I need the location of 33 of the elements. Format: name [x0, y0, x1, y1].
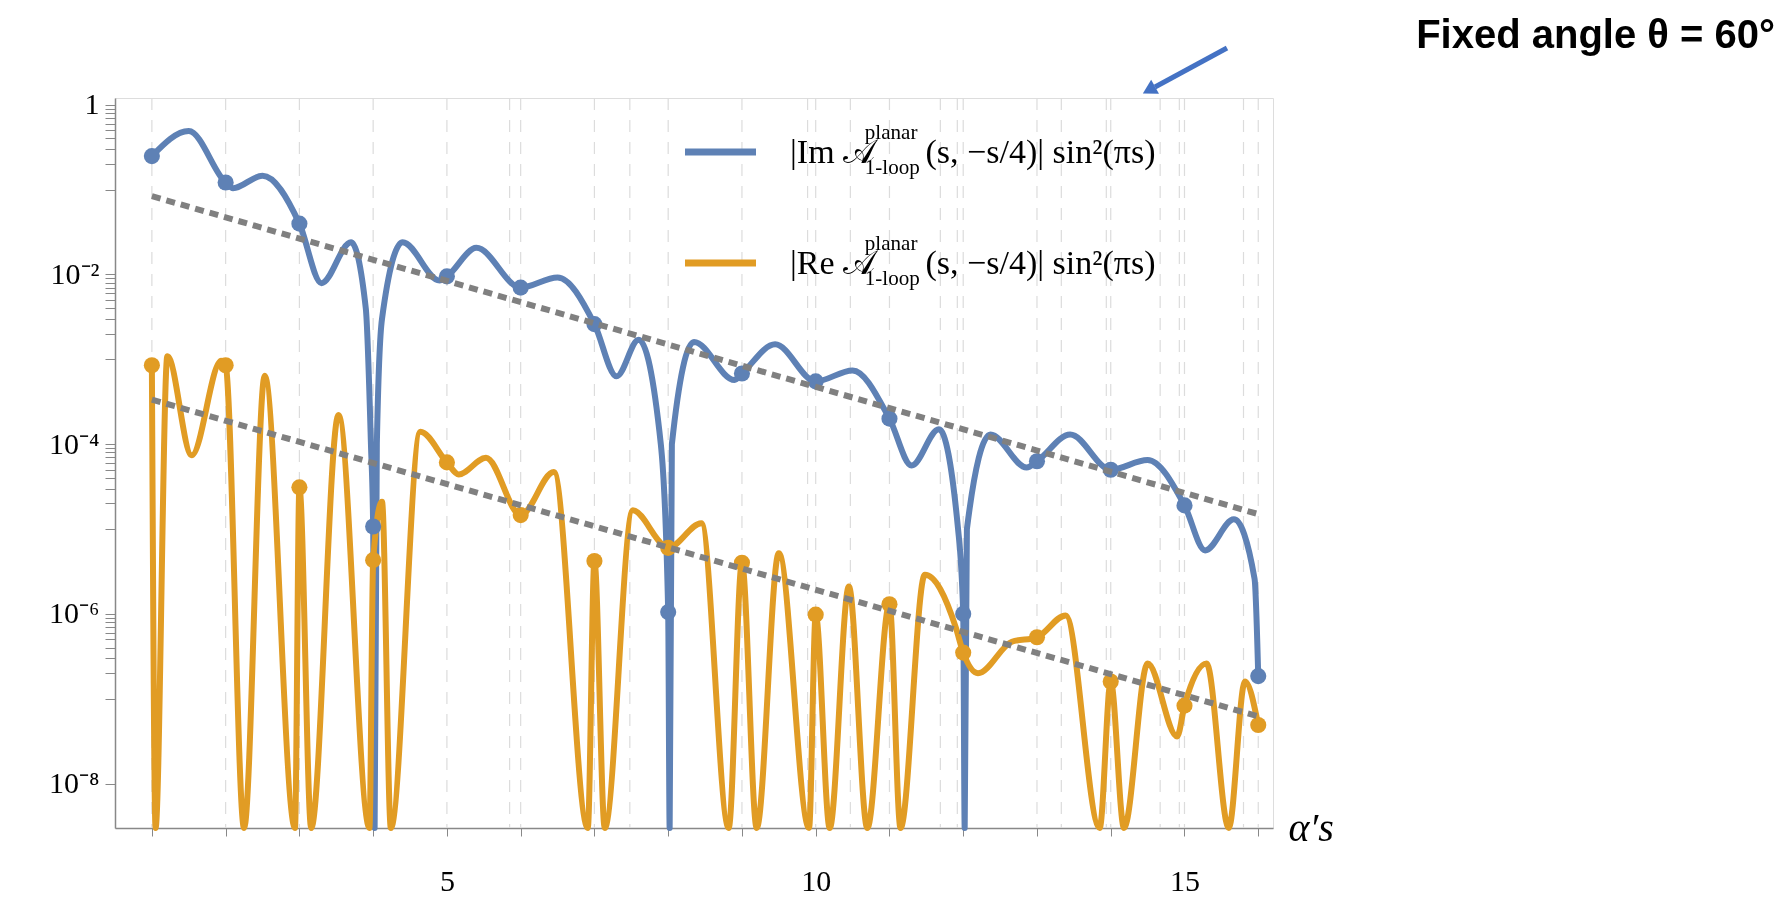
- point: [512, 279, 529, 296]
- x-axis-title: α′s: [1288, 804, 1334, 850]
- point: [365, 518, 382, 535]
- y-tick-label: 10⁻⁸: [49, 766, 100, 800]
- point: [1028, 629, 1046, 646]
- y-tick-label: 10⁻²: [50, 256, 100, 290]
- x-tick-label: 5: [439, 863, 455, 897]
- point: [1176, 697, 1193, 714]
- point: [955, 605, 972, 622]
- point: [881, 410, 898, 427]
- point: [365, 552, 382, 569]
- point: [291, 215, 308, 232]
- point: [1028, 453, 1046, 470]
- text: Fixed angle θ = 60°: [1416, 12, 1775, 56]
- point: [1250, 717, 1267, 734]
- y-tick-label: 1: [84, 87, 100, 121]
- point: [512, 507, 529, 524]
- point: [1250, 668, 1267, 685]
- x-tick-label: 15: [1169, 863, 1200, 897]
- y-tick-label: 10⁻⁴: [49, 426, 100, 460]
- point: [438, 454, 455, 471]
- point: [143, 148, 160, 165]
- point: [1176, 497, 1193, 514]
- point: [143, 357, 160, 374]
- point: [586, 552, 603, 570]
- point: [660, 604, 677, 621]
- x-tick-label: 10: [801, 863, 832, 897]
- point: [807, 606, 824, 623]
- point: [291, 479, 308, 496]
- y-tick-label: 10⁻⁶: [49, 596, 100, 630]
- point: [955, 644, 972, 661]
- point: [217, 174, 234, 191]
- point: [217, 357, 234, 374]
